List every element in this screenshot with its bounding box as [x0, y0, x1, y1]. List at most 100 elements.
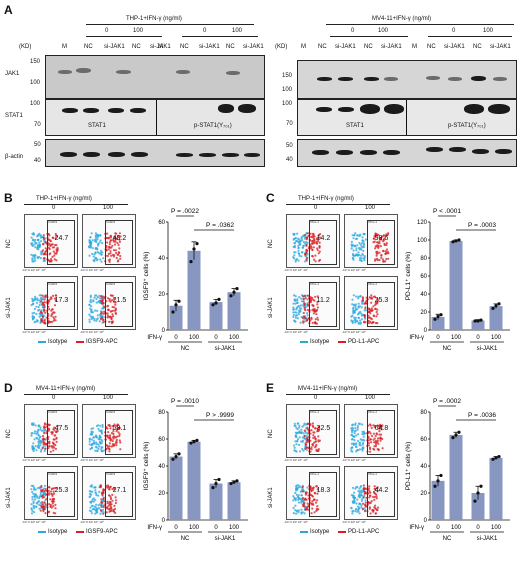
- stained-dot: [106, 502, 109, 505]
- isotype-dot: [96, 309, 99, 312]
- stained-dot: [42, 505, 46, 508]
- right-lane-sijak1-b: si-JAK1: [381, 44, 402, 50]
- isotype-dot: [300, 236, 303, 239]
- isotype-dot: [357, 251, 360, 254]
- stained-dot: [44, 438, 47, 441]
- isotype-dot: [33, 307, 36, 311]
- stained-dot: [376, 448, 379, 451]
- isotype-dot: [293, 446, 296, 449]
- isotype-dot: [362, 245, 366, 249]
- stained-dot: [99, 486, 102, 489]
- stained-dot: [41, 315, 44, 318]
- isotype-dot: [298, 485, 301, 488]
- right-mw-100b: 100: [282, 101, 293, 107]
- data-point: [192, 440, 196, 444]
- isotype-dot: [33, 438, 36, 441]
- isotype-dot: [356, 426, 359, 429]
- flow-plot-0-dots: [293, 422, 321, 453]
- stained-dot: [373, 506, 376, 509]
- gate-label: IGSF9: [106, 410, 116, 415]
- stained-dot: [317, 435, 320, 438]
- isotype-dot: [37, 238, 40, 242]
- isotype-dot: [39, 234, 42, 237]
- band: [384, 104, 404, 114]
- isotype-dot: [361, 441, 365, 444]
- flow-xticks-1: -10³ 0 10³ 10⁴ 10⁵: [80, 458, 104, 462]
- stained-dot: [108, 450, 111, 453]
- isotype-dot: [90, 510, 93, 513]
- isotype-dot: [296, 438, 300, 441]
- stained-dot: [118, 232, 121, 235]
- stained-dot: [302, 320, 305, 323]
- stained-dot: [315, 485, 318, 488]
- left-mw-70: 70: [34, 122, 41, 128]
- stained-dot: [372, 305, 375, 308]
- data-point: [451, 240, 455, 244]
- isotype-dot: [39, 314, 42, 317]
- left-title-underline: [86, 24, 254, 25]
- isotype-dot: [95, 503, 98, 506]
- flow-plot-3: PD-L1 25.3: [344, 276, 398, 330]
- stained-dot: [108, 494, 111, 497]
- stained-dot: [378, 433, 381, 436]
- isotype-dot: [353, 432, 356, 435]
- flow-plot-3: PD-L1 44.2: [344, 466, 398, 520]
- isotype-dot: [360, 506, 363, 509]
- band: [130, 108, 146, 113]
- isotype-dot: [90, 305, 93, 308]
- x-axis-label: IFN-γ: [147, 335, 162, 341]
- stained-dot: [310, 446, 313, 449]
- band: [316, 107, 332, 112]
- stained-dot: [115, 251, 118, 255]
- isotype-dot: [356, 313, 360, 316]
- left-lane-nc-c: NC: [180, 44, 189, 50]
- isotype-dot: [95, 259, 98, 262]
- stained-dot: [301, 485, 304, 489]
- right-mw-40: 40: [286, 157, 293, 163]
- marker-label-left-2: M: [158, 44, 163, 50]
- isotype-dot: [357, 510, 360, 513]
- stained-dot: [313, 431, 316, 434]
- stained-dot: [369, 450, 372, 453]
- gate-label: IGSF9: [48, 410, 58, 415]
- isotype-dot: [98, 429, 101, 432]
- isotype-dot: [97, 504, 100, 507]
- stained-dot: [365, 487, 368, 490]
- isotype-dot: [97, 494, 100, 497]
- stained-dot: [364, 301, 367, 304]
- stained-dot: [106, 305, 109, 308]
- isotype-dot: [88, 440, 91, 443]
- stained-dot: [307, 294, 310, 297]
- stained-dot: [311, 500, 314, 503]
- stained-dot: [374, 441, 377, 444]
- stained-dot: [367, 487, 371, 490]
- stained-dot: [373, 437, 376, 440]
- stained-dot: [43, 320, 46, 323]
- legend-isotype-label: Isotype: [310, 529, 330, 535]
- stained-dot: [305, 437, 309, 440]
- isotype-dot: [95, 301, 98, 304]
- stained-dot: [102, 320, 105, 324]
- isotype-dot: [305, 240, 308, 244]
- y-tick-label: 40: [158, 256, 165, 262]
- data-point: [491, 457, 495, 461]
- isotype-dot: [38, 245, 41, 248]
- isotype-dot: [33, 255, 36, 259]
- stained-dot: [100, 295, 103, 298]
- stained-dot: [314, 318, 317, 321]
- isotype-dot: [89, 298, 92, 301]
- isotype-dot: [33, 498, 37, 501]
- data-point: [174, 303, 178, 307]
- flow-plot-0-dots: [30, 422, 59, 453]
- stained-dot: [310, 448, 313, 451]
- band: [312, 150, 329, 155]
- stained-dot: [316, 249, 319, 252]
- isotype-dot: [88, 489, 91, 493]
- stained-dot: [314, 501, 318, 504]
- stained-dot: [318, 236, 322, 239]
- stained-dot: [377, 506, 380, 509]
- stained-dot: [48, 320, 51, 323]
- isotype-dot: [98, 297, 101, 300]
- isotype-dot: [355, 247, 358, 250]
- isotype-dot: [298, 254, 301, 257]
